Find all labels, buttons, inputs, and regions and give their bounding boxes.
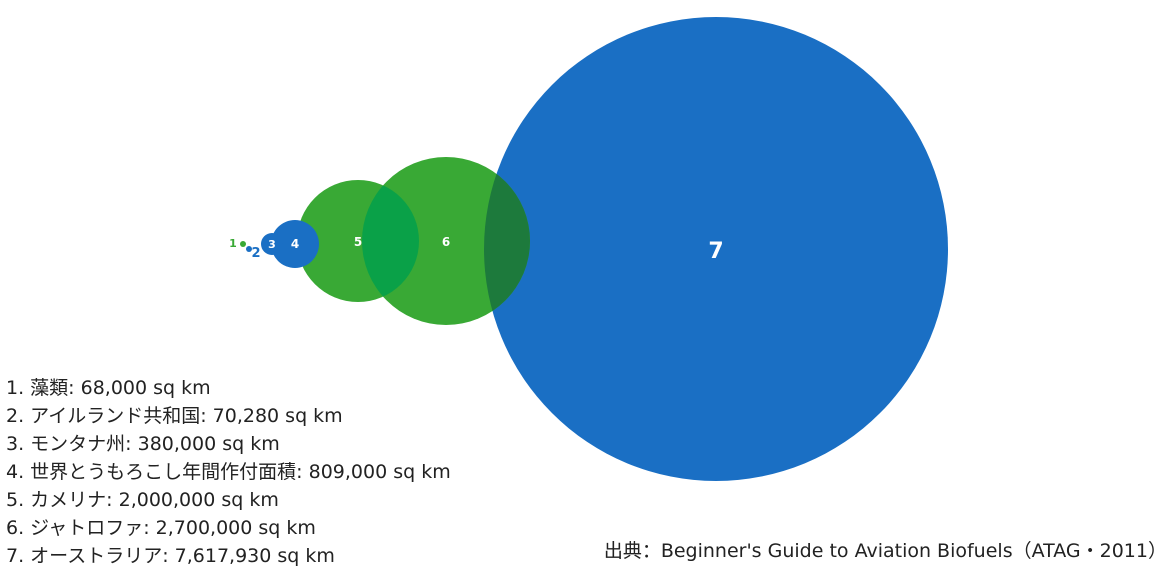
bubble-label-6: 6 — [442, 235, 450, 249]
bubble-4 — [271, 220, 319, 268]
source-note: 出典：Beginner's Guide to Aviation Biofuels… — [603, 540, 1167, 562]
legend-item-5: 5. カメリナ: 2,000,000 sq km — [6, 489, 279, 511]
bubble-label-3: 3 — [268, 238, 276, 251]
bubble-label-2: 2 — [251, 246, 260, 261]
bubble-7 — [484, 17, 948, 481]
bubble-label-1: 1 — [229, 237, 237, 250]
bubble-label-4: 4 — [291, 237, 299, 251]
bubble-2 — [246, 246, 252, 252]
bubble-label-5: 5 — [354, 235, 362, 249]
legend: 1. 藻類: 68,000 sq km 2. アイルランド共和国: 70,280… — [6, 374, 451, 570]
legend-item-1: 1. 藻類: 68,000 sq km — [6, 377, 211, 399]
bubble-1 — [240, 241, 246, 247]
legend-item-2: 2. アイルランド共和国: 70,280 sq km — [6, 405, 343, 427]
legend-item-6: 6. ジャトロファ: 2,700,000 sq km — [6, 517, 316, 539]
legend-item-3: 3. モンタナ州: 380,000 sq km — [6, 433, 280, 455]
legend-item-4: 4. 世界とうもろこし年間作付面積: 809,000 sq km — [6, 461, 451, 483]
bubble-3 — [261, 233, 283, 255]
legend-item-7: 7. オーストラリア: 7,617,930 sq km — [6, 545, 335, 567]
bubble-label-7: 7 — [708, 239, 723, 264]
